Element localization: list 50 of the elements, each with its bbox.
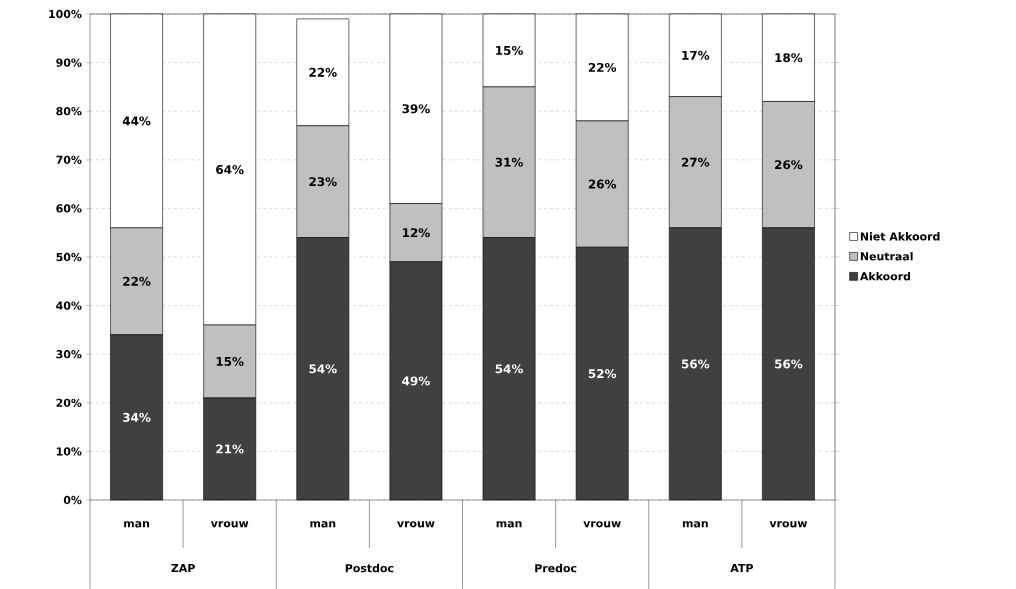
data-label: 54%: [495, 364, 523, 374]
x-tick-label: man: [496, 521, 522, 528]
y-tick-label: 50%: [56, 252, 82, 262]
text: ZAP: [171, 564, 195, 573]
text: Postdoc: [345, 563, 394, 573]
data-label: 26%: [588, 179, 617, 189]
y-tick-label: 70%: [56, 155, 82, 164]
text: Predoc: [535, 563, 577, 573]
data-label: 23%: [309, 177, 337, 187]
legend-label: Akkoord: [859, 271, 911, 281]
data-label: 44%: [122, 116, 151, 126]
text: ATP: [730, 564, 753, 573]
data-label: 27%: [681, 157, 710, 167]
y-tick-label: 20%: [56, 398, 82, 407]
y-tick-label: 0%: [63, 495, 82, 505]
x-tick-label: vrouw: [397, 521, 435, 528]
x-tick-label: vrouw: [210, 521, 249, 528]
data-label: 56%: [775, 359, 803, 369]
y-tick-label: 10%: [56, 447, 82, 456]
data-label: 17%: [682, 50, 710, 60]
x-tick-label: vrouw: [583, 521, 621, 528]
data-label: 26%: [775, 160, 803, 170]
data-label: 31%: [495, 157, 523, 167]
x-tick-label: man: [310, 521, 336, 528]
y-tick-label: 80%: [56, 107, 82, 116]
data-label: 12%: [402, 228, 430, 238]
y-tick-label: 100%: [49, 9, 82, 19]
data-label: 22%: [309, 67, 337, 77]
y-tick-label: 30%: [56, 350, 82, 359]
y-tick-label: 60%: [56, 204, 82, 213]
data-label: 52%: [588, 369, 617, 379]
data-label: 22%: [123, 276, 151, 286]
legend-label: Niet Akkoord: [860, 232, 940, 241]
data-label: 15%: [216, 356, 244, 367]
x-tick-label: vrouw: [769, 521, 808, 528]
data-label: 21%: [216, 444, 244, 454]
data-label: 56%: [681, 359, 710, 369]
legend-label: Neutraal: [860, 252, 913, 261]
data-label: 15%: [496, 45, 523, 55]
data-label: 39%: [402, 104, 430, 114]
x-tick-label: man: [124, 521, 150, 528]
x-tick-label: man: [682, 521, 708, 528]
data-label: 49%: [402, 376, 430, 386]
data-label: 22%: [588, 62, 617, 72]
data-label: 64%: [216, 164, 244, 175]
data-label: 54%: [309, 364, 337, 374]
y-tick-label: 90%: [56, 58, 82, 67]
y-tick-label: 40%: [56, 301, 82, 310]
data-label: 34%: [123, 412, 151, 422]
data-label: 18%: [775, 53, 803, 63]
